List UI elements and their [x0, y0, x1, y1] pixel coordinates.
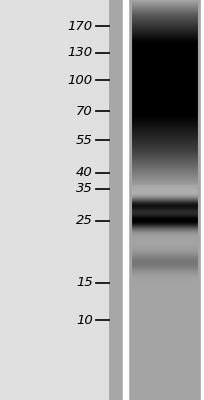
Bar [123, 0, 128, 400]
Text: 170: 170 [68, 20, 93, 32]
Bar [0, 0, 109, 400]
Text: 55: 55 [76, 134, 93, 146]
Text: 35: 35 [76, 182, 93, 195]
Text: 70: 70 [76, 105, 93, 118]
Text: 15: 15 [76, 276, 93, 289]
Text: 10: 10 [76, 314, 93, 326]
Text: 40: 40 [76, 166, 93, 179]
Text: 25: 25 [76, 214, 93, 227]
Text: 130: 130 [68, 46, 93, 59]
Bar [201, 0, 204, 400]
Text: 100: 100 [68, 74, 93, 86]
